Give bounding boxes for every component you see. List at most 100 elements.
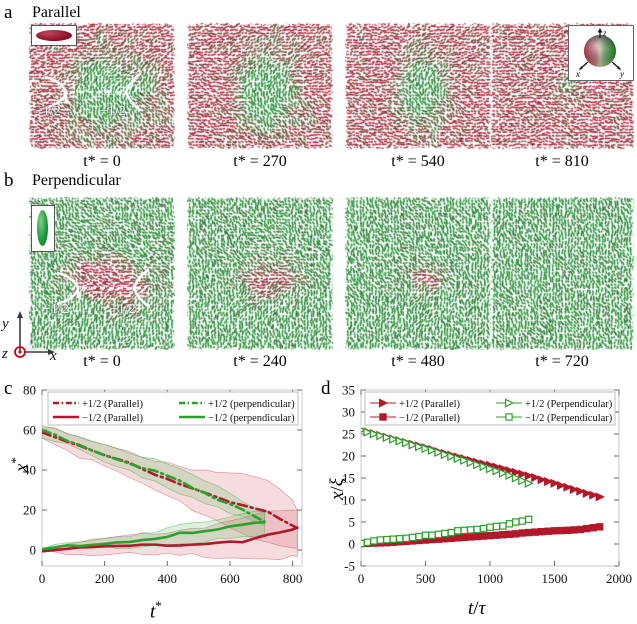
data-point bbox=[460, 526, 468, 535]
data-point bbox=[395, 535, 404, 543]
data-point bbox=[369, 429, 380, 439]
legend-label: +1/2 (Parallel) bbox=[399, 399, 461, 410]
y-tick-label: 5 bbox=[349, 515, 356, 530]
data-point bbox=[434, 530, 443, 539]
data-point bbox=[473, 525, 481, 534]
series-line bbox=[42, 526, 299, 553]
data-point bbox=[454, 527, 462, 535]
data-point bbox=[492, 466, 502, 476]
time-label-b-2: t* = 480 bbox=[391, 353, 445, 370]
data-point bbox=[531, 528, 539, 536]
data-point bbox=[453, 454, 463, 464]
legend-marker bbox=[378, 398, 389, 408]
x-tick-label: 1500 bbox=[542, 571, 568, 586]
data-point bbox=[402, 534, 410, 542]
data-point bbox=[576, 525, 585, 534]
data-point bbox=[511, 473, 521, 483]
snapshot-b-1 bbox=[186, 196, 334, 351]
snapshot-b-2 bbox=[344, 196, 492, 351]
x-tick-label: 0 bbox=[358, 571, 365, 586]
y-tick-label: 40 bbox=[23, 463, 36, 478]
data-point bbox=[486, 464, 496, 474]
panel-a-title: Parallel bbox=[32, 4, 81, 21]
snapshot-a-2 bbox=[344, 22, 492, 150]
svg-text:z: z bbox=[602, 28, 607, 38]
data-point bbox=[550, 478, 560, 488]
svg-text:y: y bbox=[0, 316, 9, 332]
data-point bbox=[361, 539, 365, 548]
director-color-key: z x y bbox=[568, 25, 634, 81]
data-point bbox=[537, 475, 547, 485]
data-point bbox=[595, 523, 604, 531]
chart-legend bbox=[47, 391, 299, 426]
time-label-a-2: t* = 540 bbox=[391, 153, 445, 170]
data-point bbox=[531, 472, 541, 483]
color-sphere-icon: z x y bbox=[575, 28, 624, 79]
y-tick-label: 20 bbox=[342, 449, 355, 464]
y-tick-label: 80 bbox=[23, 383, 36, 398]
data-point bbox=[466, 458, 476, 468]
data-point bbox=[473, 532, 481, 541]
panel-letter-b: b bbox=[4, 170, 14, 191]
data-point bbox=[537, 527, 546, 536]
data-point bbox=[486, 531, 494, 540]
panel-letter-c: c bbox=[4, 378, 13, 399]
y-tick-label: 0 bbox=[30, 543, 37, 558]
x-tick-label: 200 bbox=[95, 571, 115, 586]
director-inset-perpendicular bbox=[31, 205, 55, 252]
chart-legend bbox=[364, 391, 616, 426]
data-point bbox=[512, 518, 520, 526]
data-point bbox=[415, 532, 423, 541]
data-point bbox=[518, 469, 528, 479]
data-point bbox=[408, 533, 417, 542]
data-point bbox=[479, 461, 489, 472]
x-tick-label: 500 bbox=[416, 571, 436, 586]
data-point bbox=[376, 536, 385, 544]
data-point bbox=[486, 523, 494, 531]
data-point bbox=[427, 445, 438, 455]
data-point bbox=[460, 455, 470, 465]
data-point bbox=[421, 531, 430, 539]
defect-label-plus-a: +1/2 bbox=[100, 104, 126, 119]
legend-label: −1/2 (Parallel) bbox=[82, 413, 144, 424]
y-tick-label: 60 bbox=[23, 423, 36, 438]
legend-label: −1/2 (Perpendicular) bbox=[525, 413, 613, 424]
chart-panel-c: 0 200 400 600 800 0 20 40 60 80 +1/2 (Parallel) +1/… bbox=[0, 378, 320, 624]
data-point bbox=[589, 524, 597, 532]
panel-letter-d: d bbox=[321, 378, 331, 399]
chart-panel-d: 0 500 1000 1500 2000 -5 0 5 10 15 20 25 30 35 +1/2 (Pa… bbox=[317, 378, 637, 624]
panel-b-title: Perpendicular bbox=[32, 172, 121, 189]
data-point bbox=[421, 443, 431, 454]
data-point bbox=[557, 526, 565, 535]
data-point bbox=[589, 490, 599, 500]
svg-text:x: x bbox=[575, 69, 580, 79]
data-point bbox=[570, 526, 578, 534]
data-point bbox=[525, 528, 533, 537]
data-point bbox=[518, 529, 526, 537]
defect-label-minus-a: −1/2 bbox=[35, 104, 61, 119]
data-point bbox=[383, 535, 391, 544]
data-point bbox=[511, 467, 521, 477]
data-point bbox=[492, 531, 501, 539]
time-label-a-1: t* = 270 bbox=[233, 153, 287, 170]
data-point bbox=[525, 515, 533, 524]
data-point bbox=[550, 527, 559, 535]
data-point bbox=[544, 527, 552, 535]
data-point bbox=[466, 526, 475, 534]
data-point bbox=[518, 517, 526, 525]
data-point bbox=[492, 522, 501, 531]
y-tick-label: 10 bbox=[342, 493, 355, 508]
data-point bbox=[569, 484, 579, 495]
legend-marker bbox=[505, 413, 513, 421]
data-point bbox=[361, 427, 367, 433]
data-point bbox=[505, 530, 514, 539]
director-inset-parallel bbox=[31, 25, 77, 46]
panel-c-xlabel: t* bbox=[150, 598, 162, 623]
y-tick-label: 35 bbox=[342, 383, 355, 398]
x-tick-label: 400 bbox=[158, 571, 178, 586]
series-line bbox=[42, 428, 266, 523]
data-point bbox=[363, 538, 372, 546]
time-label-b-3: t* = 720 bbox=[535, 353, 589, 370]
data-point bbox=[363, 427, 373, 437]
data-point bbox=[499, 522, 507, 530]
